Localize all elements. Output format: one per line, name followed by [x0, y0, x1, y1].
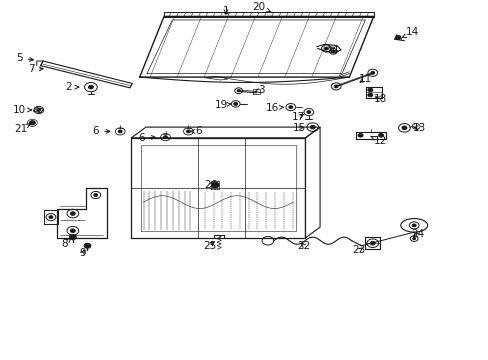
Text: 5: 5	[16, 53, 33, 63]
Text: 24: 24	[410, 229, 424, 239]
Circle shape	[401, 126, 406, 130]
Text: 18: 18	[373, 94, 386, 104]
Text: 25: 25	[203, 241, 216, 251]
Text: 23: 23	[352, 246, 365, 255]
Circle shape	[367, 93, 372, 97]
Text: 15: 15	[292, 123, 305, 133]
Text: 19: 19	[214, 100, 230, 110]
Text: 13: 13	[411, 123, 425, 133]
Circle shape	[88, 85, 93, 89]
Circle shape	[118, 130, 122, 133]
Circle shape	[163, 136, 167, 139]
Text: 12: 12	[370, 136, 386, 146]
Circle shape	[378, 134, 383, 137]
Text: 8: 8	[61, 239, 70, 249]
Text: 9: 9	[79, 248, 86, 258]
Text: 7: 7	[27, 64, 43, 74]
Circle shape	[70, 212, 75, 215]
Circle shape	[186, 130, 190, 133]
Circle shape	[310, 125, 315, 129]
Circle shape	[29, 121, 35, 125]
Circle shape	[367, 88, 372, 92]
Circle shape	[412, 238, 415, 240]
Circle shape	[306, 111, 310, 113]
Circle shape	[233, 103, 237, 105]
Circle shape	[211, 182, 219, 188]
Circle shape	[94, 194, 98, 197]
Text: 6: 6	[92, 126, 110, 136]
Circle shape	[70, 229, 75, 233]
Circle shape	[69, 235, 76, 240]
Circle shape	[369, 242, 374, 245]
Text: 6: 6	[138, 133, 155, 143]
Text: 4: 4	[328, 45, 337, 55]
Circle shape	[84, 243, 91, 248]
Text: 26: 26	[204, 180, 218, 190]
Text: 20: 20	[252, 2, 270, 12]
Circle shape	[49, 216, 53, 219]
Circle shape	[357, 134, 362, 137]
Circle shape	[288, 106, 292, 109]
Text: 22: 22	[297, 241, 310, 251]
Text: 16: 16	[265, 103, 283, 113]
Text: 10: 10	[13, 105, 32, 115]
Circle shape	[411, 224, 415, 227]
Text: 11: 11	[358, 74, 371, 84]
Text: 3: 3	[255, 85, 264, 95]
Circle shape	[333, 85, 337, 88]
Circle shape	[324, 47, 328, 50]
Text: 17: 17	[291, 112, 304, 122]
Text: 1: 1	[222, 6, 229, 16]
Circle shape	[237, 90, 240, 92]
Text: 21: 21	[15, 124, 31, 134]
Circle shape	[395, 36, 400, 40]
Text: 2: 2	[65, 82, 79, 92]
Text: 14: 14	[402, 27, 419, 37]
Circle shape	[37, 109, 41, 111]
Circle shape	[330, 50, 334, 53]
Text: 6: 6	[191, 126, 201, 136]
Circle shape	[370, 71, 374, 74]
